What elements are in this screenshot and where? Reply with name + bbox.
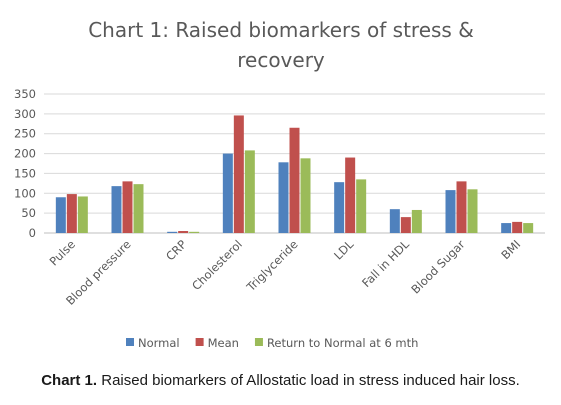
y-tick-label: 350 xyxy=(14,87,36,101)
bar xyxy=(178,231,189,233)
bar xyxy=(356,179,367,233)
x-tick-label: CRP xyxy=(163,237,189,263)
bar xyxy=(456,181,467,233)
legend-swatch xyxy=(195,338,204,346)
bar xyxy=(300,158,311,233)
y-tick-label: 200 xyxy=(14,147,36,161)
legend-swatch xyxy=(254,338,263,346)
bar xyxy=(501,223,512,233)
bar xyxy=(222,153,233,233)
bar xyxy=(445,190,456,233)
bar xyxy=(334,182,345,233)
bar xyxy=(244,150,255,233)
y-tick-label: 300 xyxy=(14,107,36,121)
bar xyxy=(523,223,534,233)
bar xyxy=(400,217,411,233)
bar xyxy=(66,194,77,233)
x-tick-label: Pulse xyxy=(47,237,78,268)
bar xyxy=(467,189,478,233)
y-tick-label: 150 xyxy=(14,166,36,180)
y-tick-label: 100 xyxy=(14,186,36,200)
legend-swatch xyxy=(126,338,134,346)
x-tick-label: LDL xyxy=(331,237,357,263)
bar xyxy=(77,196,88,233)
bar xyxy=(233,115,244,233)
legend-label: Return to Normal at 6 mth xyxy=(267,336,418,350)
caption-text: Raised biomarkers of Allostatic load in … xyxy=(97,372,520,389)
bar xyxy=(167,231,178,233)
bar xyxy=(122,181,133,233)
bar xyxy=(133,184,144,233)
y-tick-label: 50 xyxy=(21,206,36,220)
chart-figure: Chart 1: Raised biomarkers of stress & r… xyxy=(14,18,545,350)
bar xyxy=(55,197,66,233)
x-tick-label: Fall in HDL xyxy=(359,237,412,290)
x-tick-label: Triglyceride xyxy=(243,237,300,294)
figure-caption: Chart 1. Raised biomarkers of Allostatic… xyxy=(0,372,561,389)
bars xyxy=(55,115,534,233)
y-tick-label: 250 xyxy=(14,127,36,141)
bar xyxy=(289,127,300,233)
chart-title-line-1: Chart 1: Raised biomarkers of stress & xyxy=(88,18,474,42)
y-tick-label: 0 xyxy=(29,226,36,240)
legend-label: Normal xyxy=(138,336,180,350)
x-tick-label: Blood Sugar xyxy=(408,237,467,296)
bar xyxy=(278,162,289,233)
legend-label: Mean xyxy=(208,336,239,350)
x-tick-label: BMI xyxy=(498,237,523,262)
bar xyxy=(389,209,400,233)
caption-label: Chart 1. xyxy=(41,372,98,389)
bar xyxy=(189,231,200,233)
bar xyxy=(411,209,422,233)
legend: Normal Mean Return to Normal at 6 mth xyxy=(126,336,418,350)
bar xyxy=(345,157,356,233)
chart-title-line-2: recovery xyxy=(237,48,325,72)
bar xyxy=(111,186,122,233)
y-axis: 0 50 100 150 200 250 300 350 xyxy=(14,87,36,240)
x-tick-label: Cholesterol xyxy=(189,237,245,293)
bar xyxy=(512,221,523,233)
